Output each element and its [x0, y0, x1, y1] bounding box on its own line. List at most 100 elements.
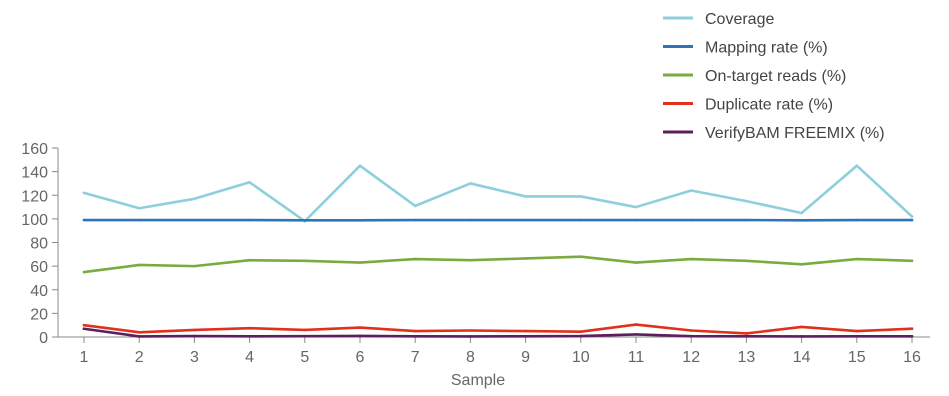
data-point [745, 200, 748, 203]
data-point [580, 335, 583, 338]
y-tick-label: 0 [39, 330, 48, 347]
data-point [469, 219, 472, 222]
data-point [524, 335, 527, 338]
data-point [414, 205, 417, 208]
data-point [580, 219, 583, 222]
x-axis-title: Sample [451, 372, 505, 389]
data-point [800, 263, 803, 266]
data-point [690, 329, 693, 332]
data-point [248, 219, 251, 222]
series-line [84, 325, 912, 334]
data-point [635, 333, 638, 336]
x-tick-label: 13 [738, 349, 756, 366]
series-0 [83, 164, 914, 222]
series-line [84, 257, 912, 272]
data-point [83, 192, 86, 195]
y-tick-label: 140 [21, 165, 48, 182]
data-point [690, 335, 693, 338]
data-point [304, 335, 307, 338]
data-point [359, 261, 362, 264]
data-point [193, 219, 196, 222]
data-point [635, 323, 638, 326]
y-tick-label: 100 [21, 212, 48, 229]
data-point [359, 335, 362, 338]
data-point [856, 164, 859, 167]
data-point [524, 330, 527, 333]
data-point [193, 329, 196, 332]
x-tick-label: 5 [300, 349, 309, 366]
y-tick-label: 120 [21, 188, 48, 205]
legend-label: VerifyBAM FREEMIX (%) [705, 125, 885, 142]
data-point [580, 255, 583, 258]
data-point [524, 219, 527, 222]
data-point [414, 258, 417, 261]
data-point [856, 330, 859, 333]
legend-item: Duplicate rate (%) [663, 97, 833, 114]
x-tick-label: 10 [572, 349, 590, 366]
data-point [800, 326, 803, 329]
data-point [138, 331, 141, 334]
data-point [359, 326, 362, 329]
x-tick-label: 3 [190, 349, 199, 366]
data-point [635, 206, 638, 209]
data-point [248, 259, 251, 262]
data-point [800, 219, 803, 222]
series-3 [83, 323, 914, 334]
data-point [138, 219, 141, 222]
data-point [690, 258, 693, 261]
data-point [83, 271, 86, 274]
data-point [469, 182, 472, 185]
data-point [911, 327, 914, 330]
x-tick-label: 11 [628, 349, 645, 366]
data-point [524, 257, 527, 260]
x-tick-label: 6 [356, 349, 365, 366]
data-point [911, 219, 914, 222]
data-point [911, 260, 914, 263]
data-point [359, 164, 362, 167]
series-1 [83, 219, 914, 222]
data-point [414, 330, 417, 333]
data-point [138, 335, 141, 338]
legend-item: Mapping rate (%) [663, 40, 828, 57]
data-point [469, 329, 472, 332]
data-point [800, 335, 803, 338]
x-tick-label: 7 [411, 349, 420, 366]
data-point [469, 335, 472, 338]
series-2 [83, 255, 914, 273]
data-point [635, 219, 638, 222]
legend-item: VerifyBAM FREEMIX (%) [663, 125, 885, 142]
y-tick-label: 80 [30, 236, 48, 253]
data-point [304, 219, 307, 222]
x-tick-label: 2 [135, 349, 144, 366]
data-point [83, 324, 86, 327]
data-point [690, 189, 693, 192]
data-point [856, 258, 859, 261]
x-tick-label: 12 [682, 349, 700, 366]
data-point [248, 327, 251, 330]
y-tick-label: 20 [30, 306, 48, 323]
data-point [745, 335, 748, 338]
data-point [580, 195, 583, 198]
data-point [359, 219, 362, 222]
x-tick-label: 14 [793, 349, 811, 366]
data-point [911, 215, 914, 218]
data-point [248, 335, 251, 338]
x-tick-label: 15 [848, 349, 866, 366]
data-point [138, 264, 141, 267]
data-point [83, 219, 86, 222]
data-point [580, 330, 583, 333]
data-point [745, 260, 748, 263]
data-point [304, 329, 307, 332]
data-point [856, 219, 859, 222]
data-point [138, 207, 141, 210]
x-tick-label: 1 [80, 349, 89, 366]
data-point [469, 259, 472, 262]
data-point [304, 260, 307, 263]
y-tick-label: 60 [30, 259, 48, 276]
y-tick-label: 40 [30, 283, 48, 300]
data-point [690, 219, 693, 222]
legend-label: Mapping rate (%) [705, 40, 828, 57]
